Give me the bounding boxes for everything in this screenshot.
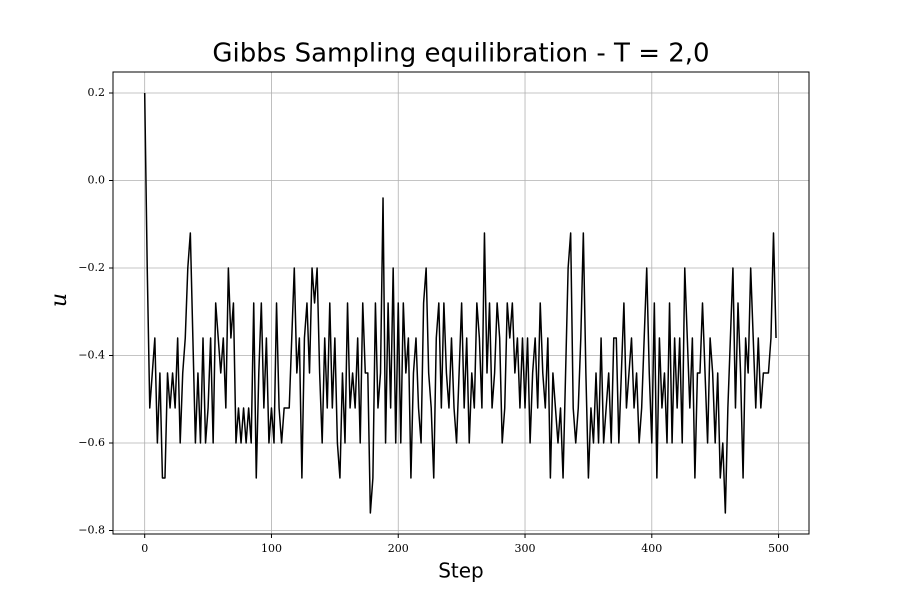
x-tick-label: 100 bbox=[261, 542, 282, 555]
y-tick-label: −0.2 bbox=[78, 261, 105, 274]
chart-title: Gibbs Sampling equilibration - T = 2,0 bbox=[212, 39, 709, 69]
x-tick-label: 300 bbox=[515, 542, 536, 555]
x-tick-label: 500 bbox=[768, 542, 789, 555]
y-tick-label: −0.6 bbox=[78, 436, 105, 449]
y-tick-label: −0.4 bbox=[78, 349, 105, 362]
data-line bbox=[143, 92, 777, 514]
y-tick-label: −0.8 bbox=[78, 524, 105, 537]
x-tick-label: 400 bbox=[641, 542, 662, 555]
x-tick-label: 200 bbox=[388, 542, 409, 555]
x-tick-label: 0 bbox=[141, 542, 148, 555]
x-axis-label: Step bbox=[438, 559, 484, 583]
y-tick-label: 0.0 bbox=[88, 174, 106, 187]
plot-frame bbox=[112, 71, 810, 535]
y-axis-label: u bbox=[47, 293, 72, 307]
y-tick-label: 0.2 bbox=[88, 86, 106, 99]
